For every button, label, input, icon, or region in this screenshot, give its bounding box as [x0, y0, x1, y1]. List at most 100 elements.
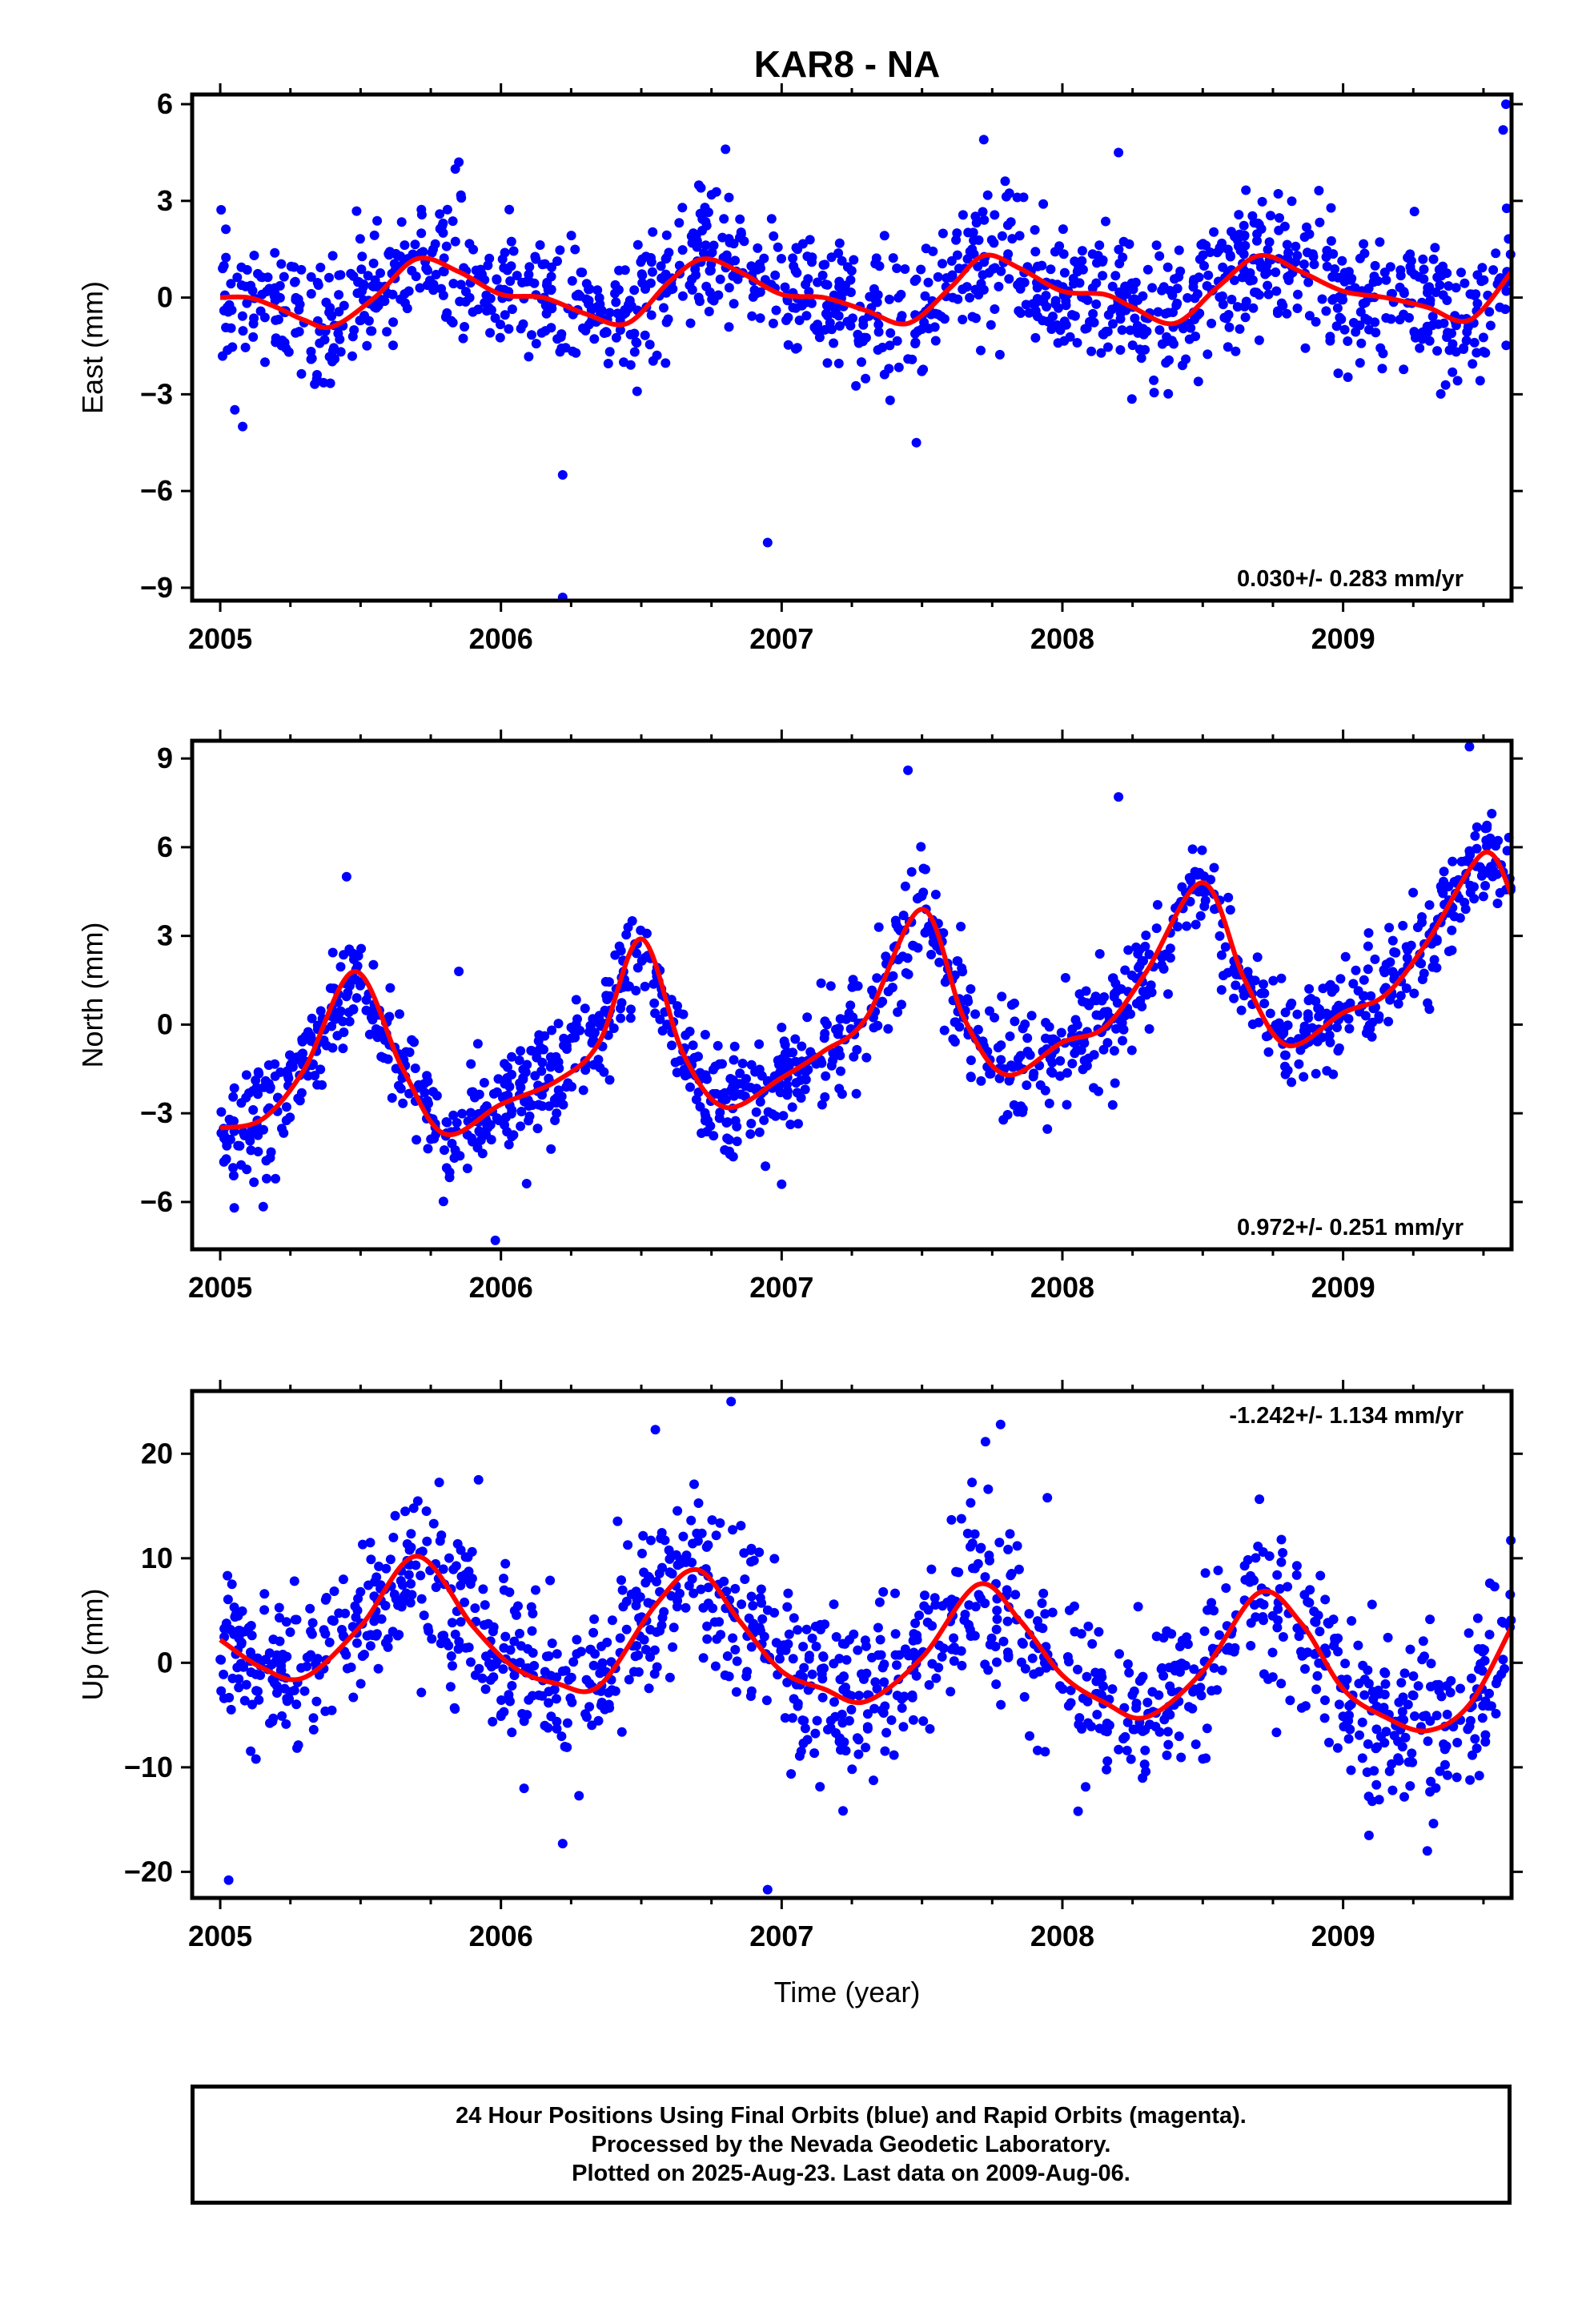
up-data-point	[931, 1673, 942, 1683]
east-data-point	[687, 274, 697, 284]
north-data-point	[476, 1135, 486, 1145]
up-data-point	[366, 1554, 376, 1565]
up-data-point	[416, 1570, 426, 1581]
east-data-point	[507, 304, 517, 315]
up-data-point	[1285, 1695, 1295, 1706]
up-data-point	[1189, 1664, 1199, 1675]
east-data-point	[307, 353, 317, 364]
north-data-point	[518, 1064, 528, 1075]
east-data-point	[696, 183, 706, 193]
up-data-point	[1363, 1739, 1373, 1749]
east-data-point	[219, 305, 229, 316]
east-data-point	[1377, 364, 1387, 374]
east-data-point	[748, 292, 758, 302]
up-data-point	[1332, 1743, 1343, 1753]
north-data-point	[339, 950, 349, 960]
north-data-point	[449, 1153, 460, 1163]
east-data-point	[263, 272, 273, 283]
north-data-point	[1417, 912, 1427, 922]
north-data-point	[1015, 1051, 1026, 1061]
north-data-point	[1477, 865, 1488, 875]
up-data-point	[1400, 1732, 1411, 1743]
up-data-point	[962, 1528, 973, 1538]
up-data-point	[1371, 1743, 1381, 1754]
north-data-point	[791, 1078, 801, 1088]
east-data-point	[468, 244, 479, 255]
up-data-point	[789, 1613, 799, 1623]
up-data-point	[616, 1575, 626, 1586]
up-data-point	[1207, 1598, 1217, 1608]
north-data-point	[472, 1039, 483, 1049]
north-data-point	[593, 1055, 604, 1065]
up-data-point	[1452, 1738, 1463, 1747]
north-data-point	[903, 969, 913, 979]
up-data-point	[407, 1590, 417, 1600]
up-data-point	[1267, 1610, 1278, 1621]
up-data-point	[572, 1634, 582, 1645]
north-data-point	[567, 1082, 577, 1092]
up-data-point	[1428, 1819, 1439, 1829]
north-data-point	[906, 866, 917, 877]
up-data-point	[1118, 1734, 1129, 1744]
up-data-point	[340, 1608, 351, 1618]
east-data-point	[1332, 303, 1343, 313]
east-data-point	[1303, 277, 1314, 287]
east-data-point	[1480, 348, 1491, 358]
north-data-point	[492, 1087, 502, 1097]
up-data-point	[1441, 1741, 1452, 1751]
north-data-point	[1429, 955, 1439, 965]
up-data-point	[480, 1684, 491, 1695]
up-data-point	[946, 1514, 957, 1525]
up-data-point	[637, 1548, 647, 1558]
north-data-point	[1091, 1010, 1102, 1020]
east-data-point	[647, 267, 657, 277]
up-data-point	[1162, 1750, 1172, 1760]
north-outlier-point	[341, 871, 351, 882]
up-data-point	[1346, 1765, 1356, 1775]
north-data-point	[1285, 1000, 1295, 1011]
east-data-point	[777, 254, 786, 263]
north-data-point	[462, 1164, 472, 1173]
east-data-point	[978, 207, 988, 217]
north-data-point	[741, 1074, 751, 1084]
up-data-point	[264, 1648, 275, 1659]
up-data-point	[745, 1691, 756, 1701]
east-data-point	[1171, 300, 1182, 311]
up-data-point	[1255, 1494, 1265, 1505]
east-data-point	[1019, 277, 1030, 287]
east-data-point	[1468, 359, 1478, 369]
up-data-point	[531, 1585, 540, 1595]
east-data-point	[512, 271, 522, 281]
east-data-point	[663, 314, 673, 324]
east-data-point	[1229, 275, 1239, 285]
up-data-point	[1435, 1766, 1445, 1776]
north-data-point	[1492, 899, 1503, 909]
north-data-point	[1094, 1086, 1103, 1096]
up-x-tick-label: 2009	[1311, 1920, 1375, 1952]
north-data-point	[441, 1163, 452, 1173]
up-data-point	[959, 1615, 970, 1625]
up-data-point	[597, 1658, 608, 1668]
east-data-point	[824, 324, 834, 334]
east-data-point	[979, 215, 990, 225]
east-data-point	[930, 336, 941, 346]
east-data-point	[888, 253, 898, 263]
up-data-point	[1073, 1806, 1083, 1816]
north-data-point	[228, 1092, 239, 1102]
east-data-point	[1415, 343, 1425, 353]
up-data-point	[247, 1630, 257, 1641]
north-data-point	[1351, 965, 1361, 975]
up-data-point	[919, 1601, 930, 1611]
up-data-point	[308, 1724, 319, 1735]
north-data-point	[1324, 1030, 1335, 1040]
east-data-point	[346, 268, 356, 279]
east-data-point	[965, 247, 975, 257]
up-data-point	[499, 1585, 509, 1595]
north-data-point	[1340, 951, 1351, 962]
up-data-point	[1403, 1699, 1413, 1710]
up-data-point	[870, 1677, 881, 1687]
north-data-point	[516, 1121, 526, 1132]
north-data-point	[1359, 975, 1369, 985]
north-data-point	[1112, 998, 1122, 1008]
east-data-point	[418, 247, 428, 257]
